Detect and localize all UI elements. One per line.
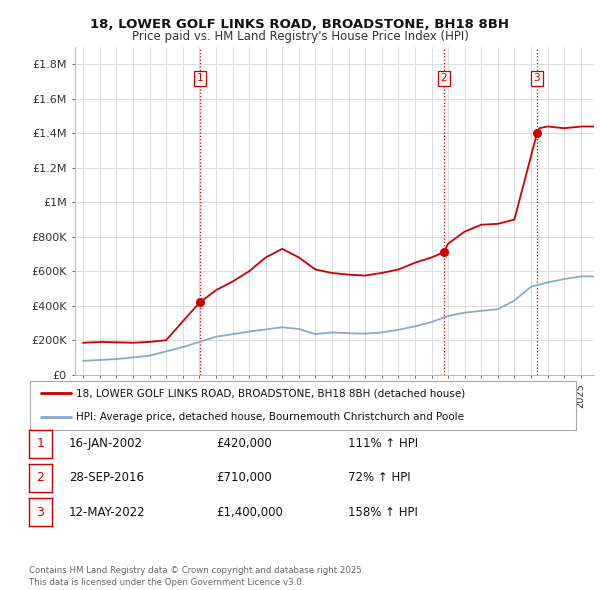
Text: 2: 2 xyxy=(36,471,44,484)
Text: 72% ↑ HPI: 72% ↑ HPI xyxy=(348,471,410,484)
Text: 28-SEP-2016: 28-SEP-2016 xyxy=(69,471,144,484)
Text: 1: 1 xyxy=(36,437,44,450)
Text: £1,400,000: £1,400,000 xyxy=(216,506,283,519)
Text: 18, LOWER GOLF LINKS ROAD, BROADSTONE, BH18 8BH: 18, LOWER GOLF LINKS ROAD, BROADSTONE, B… xyxy=(91,18,509,31)
Text: HPI: Average price, detached house, Bournemouth Christchurch and Poole: HPI: Average price, detached house, Bour… xyxy=(76,412,464,422)
Text: £710,000: £710,000 xyxy=(216,471,272,484)
Text: 3: 3 xyxy=(533,73,540,83)
Text: Price paid vs. HM Land Registry's House Price Index (HPI): Price paid vs. HM Land Registry's House … xyxy=(131,30,469,43)
Text: Contains HM Land Registry data © Crown copyright and database right 2025.
This d: Contains HM Land Registry data © Crown c… xyxy=(29,566,364,587)
Text: 2: 2 xyxy=(440,73,447,83)
Text: £420,000: £420,000 xyxy=(216,437,272,450)
Text: 158% ↑ HPI: 158% ↑ HPI xyxy=(348,506,418,519)
Text: 16-JAN-2002: 16-JAN-2002 xyxy=(69,437,143,450)
Text: 12-MAY-2022: 12-MAY-2022 xyxy=(69,506,146,519)
Text: 1: 1 xyxy=(197,73,203,83)
Text: 111% ↑ HPI: 111% ↑ HPI xyxy=(348,437,418,450)
Text: 3: 3 xyxy=(36,506,44,519)
Text: 18, LOWER GOLF LINKS ROAD, BROADSTONE, BH18 8BH (detached house): 18, LOWER GOLF LINKS ROAD, BROADSTONE, B… xyxy=(76,388,466,398)
